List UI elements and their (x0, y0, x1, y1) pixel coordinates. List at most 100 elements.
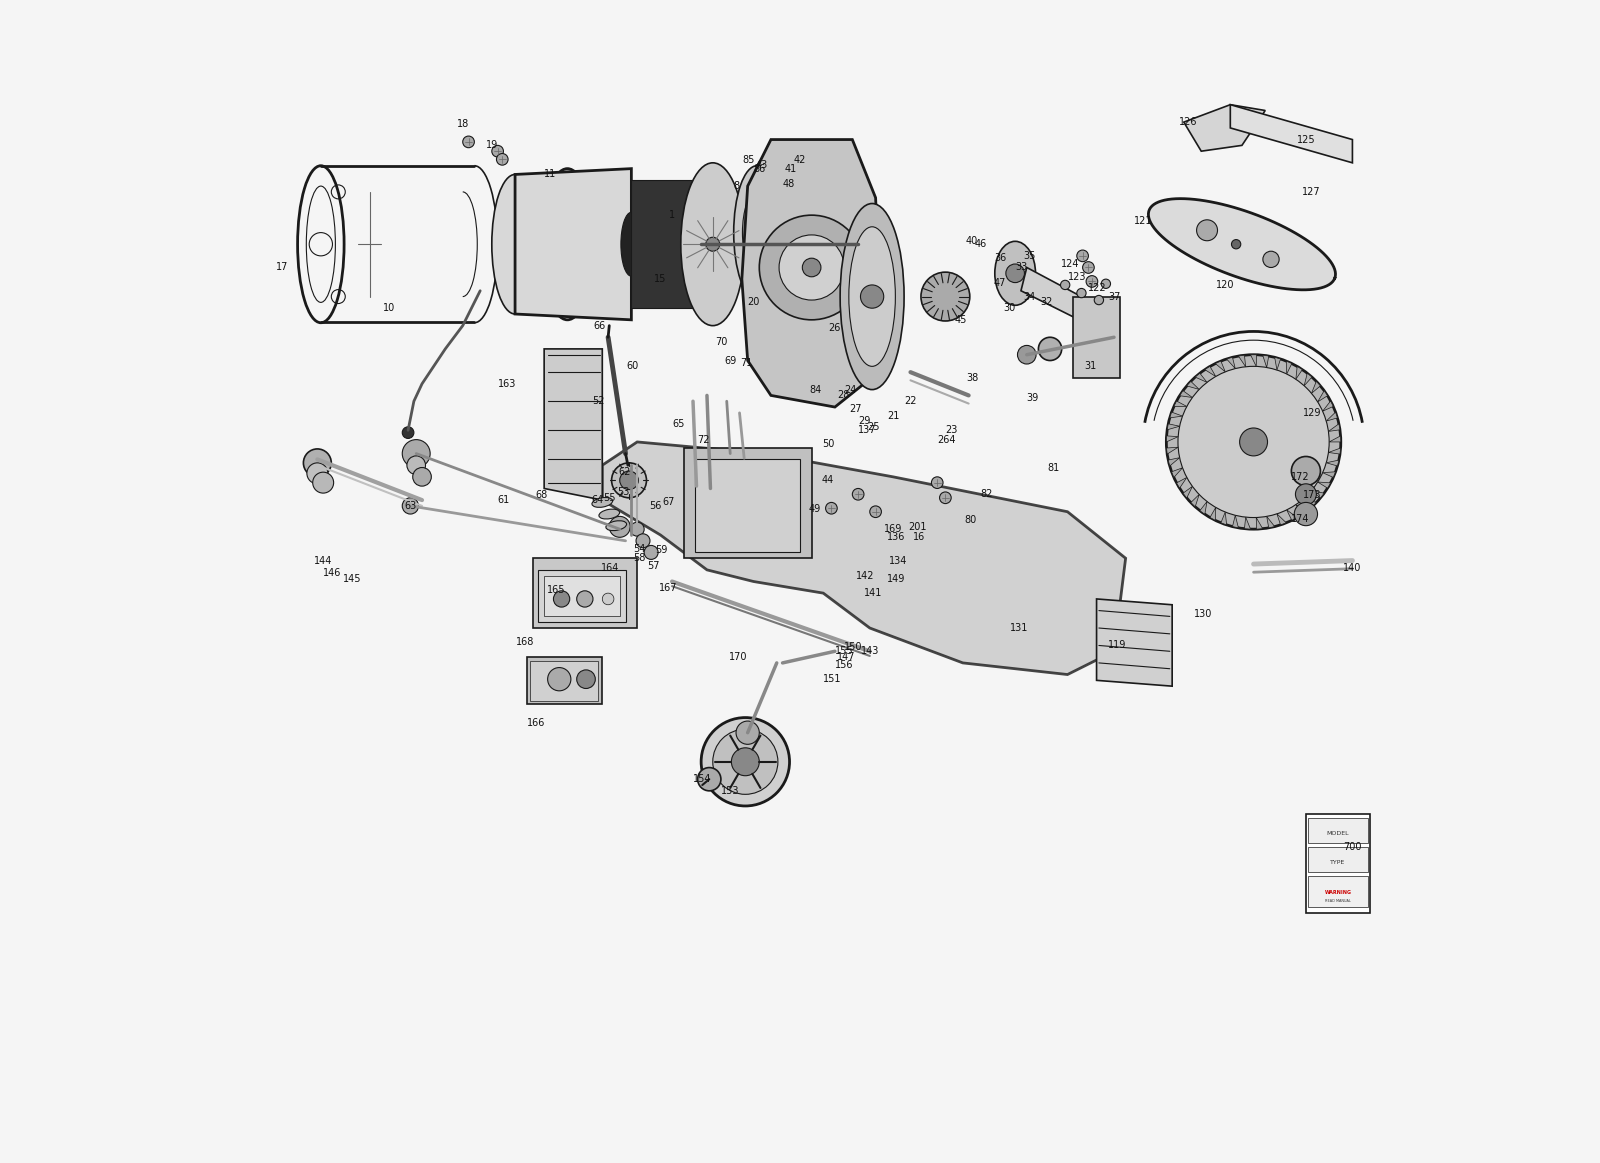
Text: 122: 122 (1088, 284, 1107, 293)
Text: 18: 18 (456, 120, 469, 129)
Polygon shape (1277, 514, 1286, 525)
Circle shape (698, 768, 722, 791)
Polygon shape (1184, 105, 1266, 151)
Text: 57: 57 (648, 562, 659, 571)
Circle shape (861, 285, 883, 308)
Text: 145: 145 (342, 575, 362, 584)
Circle shape (931, 477, 942, 488)
Polygon shape (1166, 448, 1178, 454)
Text: 147: 147 (837, 652, 856, 662)
Circle shape (1178, 366, 1330, 518)
Polygon shape (1286, 509, 1298, 520)
Text: 30: 30 (1003, 304, 1016, 313)
Text: 125: 125 (1296, 135, 1315, 144)
Ellipse shape (752, 228, 762, 237)
Text: 37: 37 (1107, 292, 1120, 301)
Circle shape (760, 215, 864, 320)
Circle shape (1262, 251, 1278, 267)
Text: 63: 63 (405, 501, 416, 511)
Circle shape (406, 456, 426, 475)
Text: 66: 66 (594, 321, 606, 330)
Text: 50: 50 (822, 440, 834, 449)
Text: 21: 21 (886, 412, 899, 421)
Polygon shape (1238, 355, 1246, 366)
Text: 29: 29 (858, 416, 870, 426)
Text: 58: 58 (634, 554, 646, 563)
Polygon shape (1021, 267, 1114, 337)
Text: 168: 168 (517, 637, 534, 647)
Text: 28: 28 (837, 391, 850, 400)
Circle shape (853, 488, 864, 500)
Text: 33: 33 (1014, 263, 1027, 272)
Text: 700: 700 (1342, 842, 1362, 851)
Text: 40: 40 (966, 236, 978, 245)
Ellipse shape (742, 192, 771, 273)
Text: 81: 81 (1048, 463, 1059, 472)
Text: 67: 67 (662, 498, 675, 507)
Bar (538, 570, 626, 622)
Polygon shape (1318, 481, 1331, 488)
Text: 144: 144 (314, 556, 333, 565)
Text: 36: 36 (994, 254, 1006, 263)
Text: 174: 174 (1291, 514, 1309, 523)
Polygon shape (1312, 381, 1320, 393)
Polygon shape (1190, 494, 1198, 507)
Polygon shape (1286, 361, 1291, 374)
Text: 86: 86 (754, 164, 765, 173)
Polygon shape (1179, 391, 1192, 398)
Ellipse shape (734, 165, 781, 300)
Text: 60: 60 (627, 362, 638, 371)
Text: 129: 129 (1302, 408, 1322, 418)
Ellipse shape (691, 213, 712, 277)
Circle shape (1038, 337, 1062, 361)
Text: 72: 72 (698, 435, 710, 444)
Polygon shape (1195, 373, 1206, 383)
Bar (1309, 876, 1368, 907)
Text: 124: 124 (1061, 259, 1078, 269)
Circle shape (736, 721, 760, 744)
Polygon shape (602, 442, 1126, 675)
Text: 23: 23 (946, 426, 957, 435)
Ellipse shape (621, 213, 642, 277)
Text: 44: 44 (822, 476, 834, 485)
Text: 22: 22 (904, 397, 917, 406)
Text: 172: 172 (1291, 472, 1309, 481)
Polygon shape (1182, 486, 1192, 498)
Text: 54: 54 (634, 544, 646, 554)
Polygon shape (1262, 355, 1269, 368)
Text: 137: 137 (858, 426, 877, 435)
Text: 56: 56 (650, 501, 662, 511)
Text: 151: 151 (824, 675, 842, 684)
Text: 140: 140 (1344, 563, 1362, 572)
Text: 165: 165 (547, 585, 565, 594)
Text: 154: 154 (693, 775, 712, 784)
Polygon shape (1256, 518, 1262, 529)
Polygon shape (533, 558, 637, 628)
Polygon shape (1323, 401, 1333, 412)
Text: 134: 134 (888, 556, 907, 565)
Ellipse shape (598, 509, 619, 519)
Circle shape (802, 258, 821, 277)
Circle shape (637, 534, 650, 548)
Text: 32: 32 (1040, 298, 1053, 307)
Text: 149: 149 (888, 575, 906, 584)
Polygon shape (1304, 373, 1312, 386)
Circle shape (402, 440, 430, 468)
Circle shape (610, 516, 630, 537)
Circle shape (491, 145, 504, 157)
Text: 31: 31 (1085, 362, 1098, 371)
Text: 136: 136 (888, 533, 906, 542)
Polygon shape (1168, 458, 1179, 466)
Circle shape (611, 463, 646, 498)
Bar (1309, 847, 1368, 872)
Polygon shape (515, 169, 632, 320)
Polygon shape (1330, 436, 1341, 442)
Polygon shape (742, 140, 882, 407)
Polygon shape (1187, 381, 1198, 390)
Circle shape (554, 591, 570, 607)
Text: 41: 41 (784, 164, 797, 173)
Polygon shape (1326, 412, 1338, 421)
Text: 264: 264 (938, 435, 955, 444)
Text: 26: 26 (829, 323, 842, 333)
Circle shape (1094, 295, 1104, 305)
